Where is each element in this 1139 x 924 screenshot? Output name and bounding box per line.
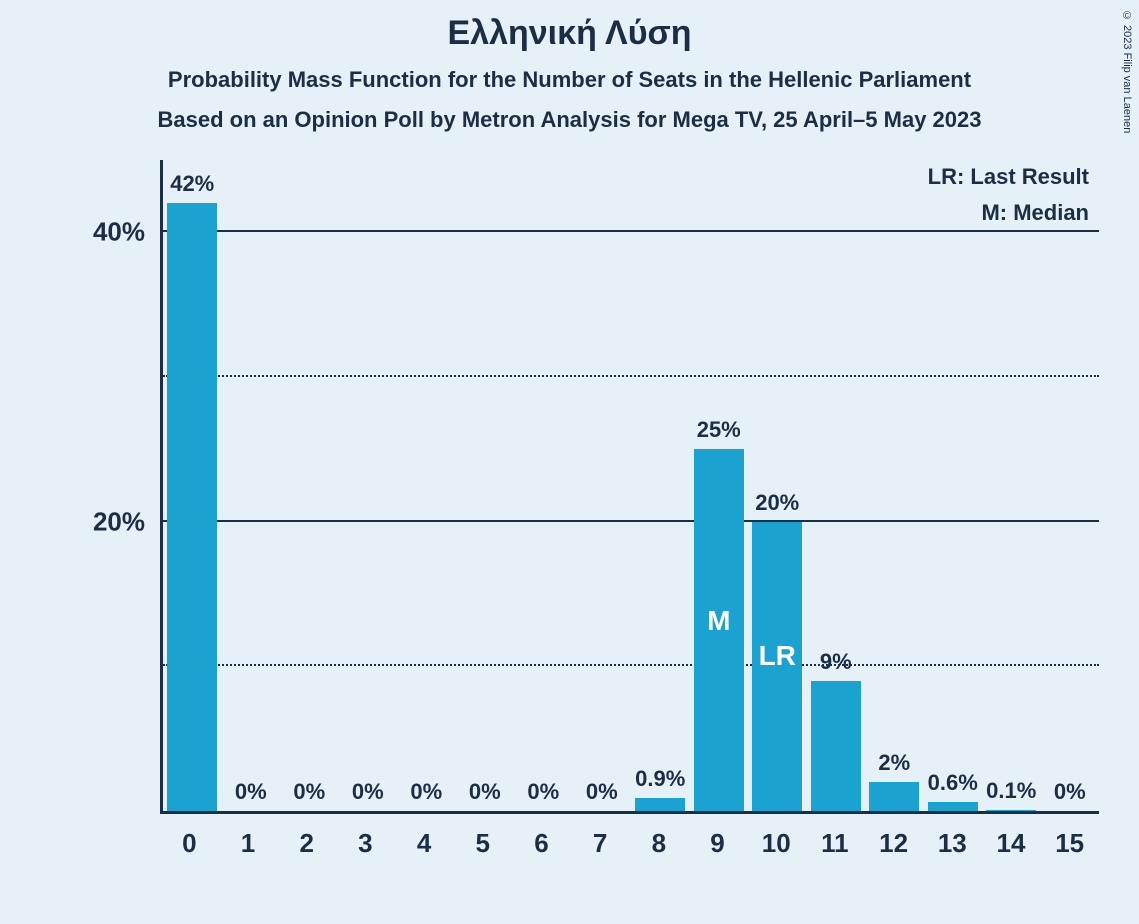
chart-subtitle-1: Probability Mass Function for the Number… [0, 53, 1139, 93]
bar-13: 0.6% [928, 802, 978, 811]
bar-14: 0.1% [986, 810, 1036, 811]
bar-slot-7: 0% [573, 160, 632, 811]
x-tick-label-1: 1 [219, 820, 278, 864]
copyright-text: © 2023 Filip van Laenen [1121, 10, 1133, 133]
bar-slot-4: 0% [397, 160, 456, 811]
bar-inner-label-9: M [707, 605, 730, 637]
bar-slot-10: 20% LR [748, 160, 807, 811]
bar-value-label-1: 0% [235, 779, 267, 805]
x-tick-label-13: 13 [923, 820, 982, 864]
bar-slot-2: 0% [280, 160, 339, 811]
x-tick-label-14: 14 [982, 820, 1041, 864]
x-tick-label-15: 15 [1040, 820, 1099, 864]
bar-value-label-13: 0.6% [928, 770, 978, 796]
x-tick-label-0: 0 [160, 820, 219, 864]
bar-value-label-2: 0% [293, 779, 325, 805]
bar-value-label-11: 9% [820, 649, 852, 675]
bar-0: 42% [167, 203, 217, 811]
bar-slot-15: 0% [1041, 160, 1100, 811]
bar-value-label-9: 25% [697, 417, 741, 443]
x-tick-label-4: 4 [395, 820, 454, 864]
bar-11: 9% [811, 681, 861, 811]
x-tick-label-2: 2 [277, 820, 336, 864]
bar-slot-14: 0.1% [982, 160, 1041, 811]
bar-slot-6: 0% [514, 160, 573, 811]
chart-title: Ελληνική Λύση [0, 0, 1139, 53]
y-tick-label-20: 20% [93, 506, 145, 537]
bar-slot-1: 0% [222, 160, 281, 811]
x-tick-label-6: 6 [512, 820, 571, 864]
bar-slot-0: 42% [163, 160, 222, 811]
bar-value-label-14: 0.1% [986, 778, 1036, 804]
chart-area: LR: Last Result M: Median 20%40% 42%0%0%… [90, 160, 1109, 864]
x-axis-labels: 0123456789101112131415 [160, 820, 1099, 864]
bar-slot-5: 0% [456, 160, 515, 811]
bar-value-label-15: 0% [1054, 779, 1086, 805]
bar-slot-3: 0% [339, 160, 398, 811]
x-tick-label-10: 10 [747, 820, 806, 864]
bar-value-label-8: 0.9% [635, 766, 685, 792]
x-tick-label-12: 12 [864, 820, 923, 864]
y-tick-label-40: 40% [93, 217, 145, 248]
bar-value-label-7: 0% [586, 779, 618, 805]
bar-slot-13: 0.6% [924, 160, 983, 811]
bar-slot-11: 9% [807, 160, 866, 811]
bar-value-label-6: 0% [527, 779, 559, 805]
bar-inner-label-10: LR [759, 640, 796, 672]
bar-value-label-3: 0% [352, 779, 384, 805]
bar-value-label-4: 0% [410, 779, 442, 805]
bar-slot-8: 0.9% [631, 160, 690, 811]
bars-container: 42% 0% 0% 0% 0% 0% 0% 0% 0.9% 25% M 20% LR 9% 2% 0.6% 0.… [163, 160, 1099, 811]
x-tick-label-3: 3 [336, 820, 395, 864]
x-tick-label-5: 5 [453, 820, 512, 864]
bar-value-label-10: 20% [755, 490, 799, 516]
bar-8: 0.9% [635, 798, 685, 811]
bar-12: 2% [869, 782, 919, 811]
bar-10: 20%LR [752, 522, 802, 811]
bar-slot-12: 2% [865, 160, 924, 811]
plot-area: LR: Last Result M: Median 20%40% 42%0%0%… [160, 160, 1099, 814]
bar-value-label-12: 2% [878, 750, 910, 776]
bar-value-label-0: 42% [170, 171, 214, 197]
x-tick-label-9: 9 [688, 820, 747, 864]
bar-slot-9: 25% M [690, 160, 749, 811]
bar-9: 25%M [694, 449, 744, 811]
x-tick-label-8: 8 [630, 820, 689, 864]
x-tick-label-11: 11 [806, 820, 865, 864]
chart-subtitle-2: Based on an Opinion Poll by Metron Analy… [0, 93, 1139, 133]
x-tick-label-7: 7 [571, 820, 630, 864]
bar-value-label-5: 0% [469, 779, 501, 805]
